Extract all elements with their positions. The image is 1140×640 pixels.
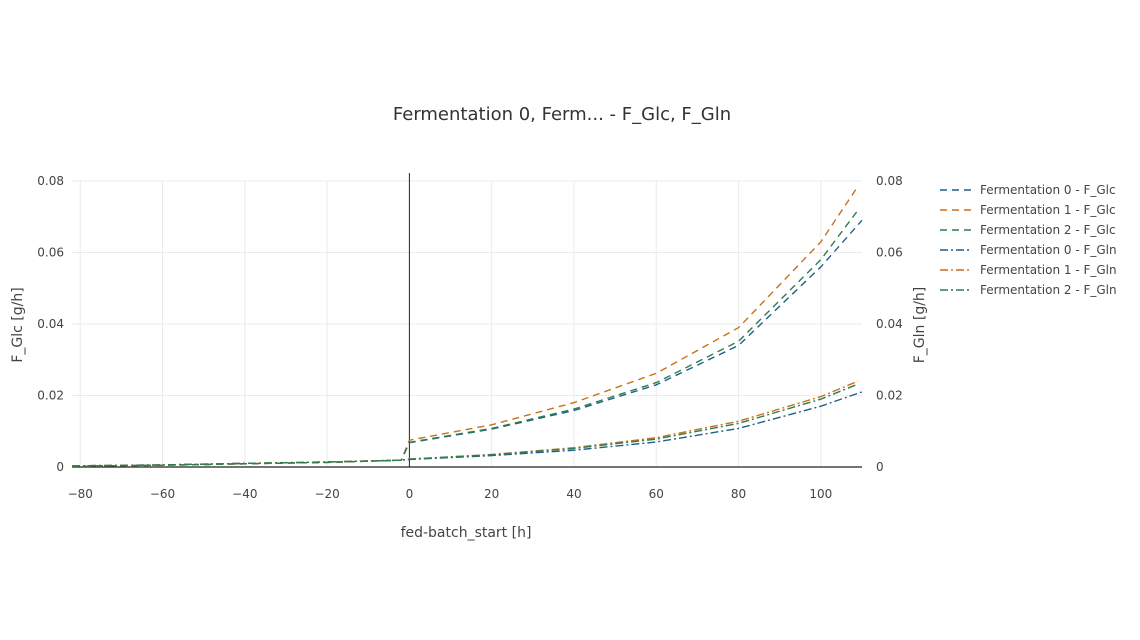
legend-label: Fermentation 1 - F_Gln	[980, 263, 1117, 277]
x-tick-label: 20	[484, 487, 499, 501]
x-tick-label: −40	[232, 487, 257, 501]
x-tick-label: −80	[68, 487, 93, 501]
y-axis-title: F_Glc [g/h]	[10, 287, 26, 362]
x-tick-label: 0	[406, 487, 414, 501]
chart-title: Fermentation 0, Ferm... - F_Glc, F_Gln	[393, 104, 731, 125]
y2-axis-title: F_Gln [g/h]	[912, 287, 928, 364]
y-tick-label: 0.06	[37, 246, 64, 260]
x-axis-title: fed-batch_start [h]	[401, 525, 532, 541]
x-tick-label: 100	[809, 487, 832, 501]
legend: Fermentation 0 - F_Glc Fermentation 1 - F…	[940, 183, 1117, 297]
series-line	[71, 380, 859, 467]
series-layer	[71, 186, 863, 467]
axes	[72, 173, 862, 468]
x-tick-label: −60	[150, 487, 175, 501]
x-tick-label: 60	[649, 487, 664, 501]
tick-labels: −80 −60 −40 −20 0 20 40 60 80 100 0 0.02 0.04 0.06 0.0…	[37, 174, 902, 501]
legend-label: Fermentation 0 - F_Gln	[980, 243, 1117, 257]
y-tick-label: 0.08	[37, 174, 64, 188]
y2-tick-label: 0.08	[876, 174, 903, 188]
y-tick-label: 0.04	[37, 317, 64, 331]
x-tick-label: 80	[731, 487, 746, 501]
legend-label: Fermentation 2 - F_Glc	[980, 223, 1116, 237]
x-tick-label: −20	[314, 487, 339, 501]
series-line	[71, 209, 859, 467]
y-tick-label: 0	[56, 460, 64, 474]
legend-label: Fermentation 0 - F_Glc	[980, 183, 1116, 197]
legend-label: Fermentation 1 - F_Glc	[980, 203, 1116, 217]
y2-tick-label: 0.02	[876, 389, 903, 403]
y-tick-label: 0.02	[37, 389, 64, 403]
y2-tick-label: 0.06	[876, 246, 903, 260]
grid	[72, 180, 862, 467]
y2-tick-label: 0.04	[876, 317, 903, 331]
legend-label: Fermentation 2 - F_Gln	[980, 283, 1117, 297]
y2-tick-label: 0	[876, 460, 884, 474]
x-tick-label: 40	[566, 487, 581, 501]
series-line	[71, 383, 859, 467]
series-line	[71, 186, 859, 467]
